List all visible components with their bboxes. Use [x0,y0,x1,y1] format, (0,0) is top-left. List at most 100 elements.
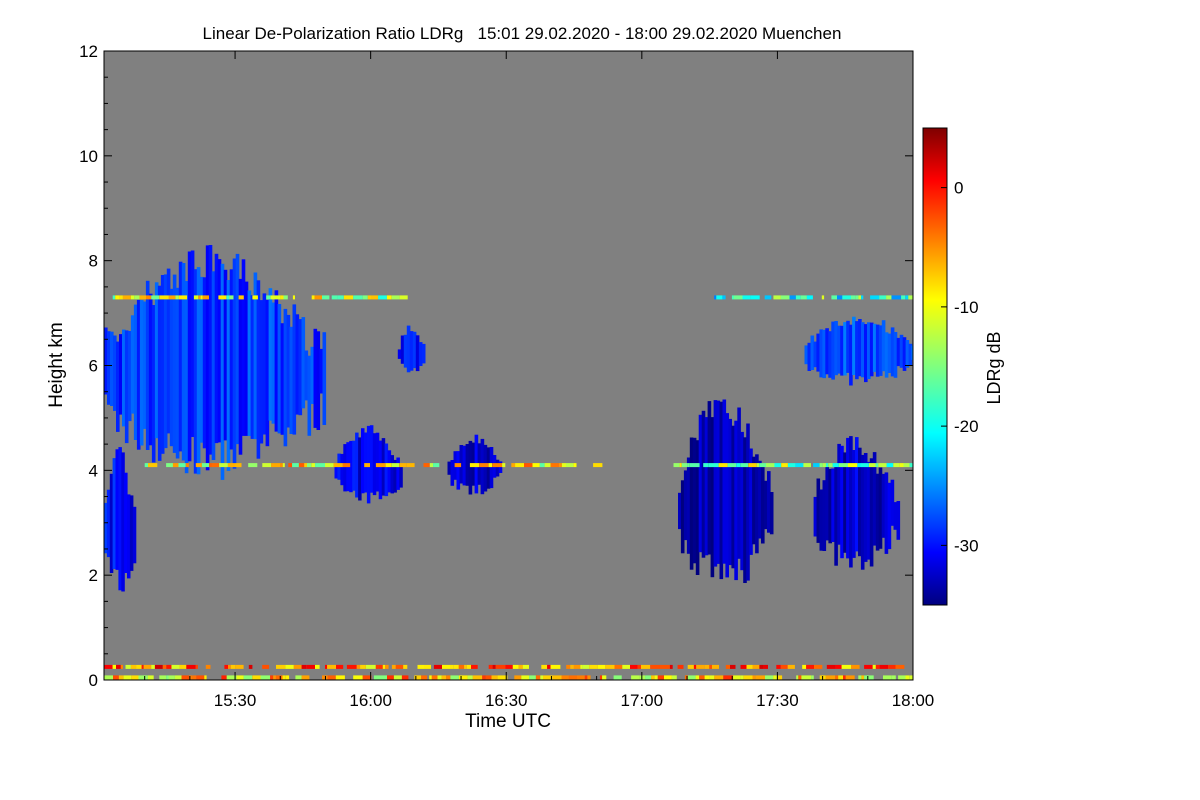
layer-segment [573,463,577,468]
cloud-column [915,344,919,361]
layer-segment [835,675,839,680]
layer-segment [566,664,571,669]
layer-segment [143,664,152,669]
layer-segment [848,463,858,468]
cloud-column [890,327,895,377]
layer-segment [270,675,274,680]
cloud-column [104,502,108,554]
cloud-column [911,345,913,360]
layer-segment [185,463,189,468]
layer-segment [293,664,302,669]
layer-segment [295,675,302,680]
layer-segment [736,463,741,468]
layer-segment [356,664,361,669]
layer-segment [202,295,209,300]
y-tick-label: 10 [79,147,98,166]
layer-segment [743,675,753,680]
layer-segment [539,463,545,468]
colorbar [922,127,948,606]
cloud-column [154,282,159,439]
layer-segment [657,675,664,680]
layer-segment [301,675,310,680]
layer-segment [179,664,187,669]
x-tick-label: 17:00 [621,691,664,710]
layer-segment [872,664,876,669]
cloud-column [118,447,122,591]
layer-segment [378,675,388,680]
layer-segment [550,463,559,468]
layer-segment [748,463,757,468]
layer-segment [811,675,814,680]
layer-segment [148,463,158,468]
layer-segment [800,295,807,300]
colorbar-label: LDRg dB [984,331,1004,404]
cloud-column [119,334,123,415]
layer-segment [787,463,796,468]
layer-segment [695,675,700,680]
layer-segment [327,675,336,680]
layer-segment [561,675,569,680]
cloud-column [764,480,768,530]
layer-segment [822,463,826,468]
layer-segment [806,295,813,300]
layer-segment [681,463,688,468]
layer-segment [366,664,376,669]
layer-segment [622,664,630,669]
cloud-column [498,461,503,473]
layer-segment [235,664,244,669]
layer-segment [875,463,879,468]
y-tick-label: 2 [89,566,98,585]
cloud-column [163,274,168,449]
cloud-column [238,278,243,455]
layer-segment [855,295,859,300]
layer-segment [631,675,640,680]
cloud-column [129,495,134,571]
layer-segment [159,295,169,300]
layer-segment [639,675,646,680]
cloud-column [369,425,374,493]
layer-segment [765,675,773,680]
layer-segment [716,295,723,300]
cloud-column [896,501,901,540]
cloud-column [858,447,862,557]
layer-segment [704,675,710,680]
layer-segment [733,675,741,680]
cloud-region [104,447,137,592]
cloud-column [361,428,365,494]
layer-segment [154,664,163,669]
cloud-column [713,400,718,567]
layer-segment [780,664,788,669]
layer-segment [650,664,660,669]
cloud-column [160,275,165,454]
cloud-column [178,261,183,452]
layer-segment [395,664,404,669]
layer-segment [802,664,807,669]
cloud-column [804,345,809,365]
cloud-column [172,274,177,453]
layer-segment [718,463,728,468]
cloud-column [447,461,452,475]
layer-segment [589,664,598,669]
cloud-column [858,319,862,377]
layer-segment [228,664,231,669]
cloud-column [307,355,312,436]
cloud-column [397,349,402,359]
cloud-column [716,400,721,564]
layer-segment [367,295,371,300]
cloud-column [322,332,327,425]
layer-segment [781,463,788,468]
layer-segment [467,675,473,680]
layer-segment [292,463,299,468]
y-tick-label: 12 [79,42,98,61]
layer-segment [335,675,345,680]
layer-segment [204,675,207,680]
layer-segment [630,664,638,669]
cloud-column [837,443,841,545]
layer-segment [360,664,366,669]
layer-segment [387,675,394,680]
layer-segment [858,675,862,680]
cloud-column [698,414,703,553]
colorbar-axis: 0 -10 -20 -30 [941,179,979,555]
layer-segment [112,295,116,300]
cloud-column [127,331,132,422]
